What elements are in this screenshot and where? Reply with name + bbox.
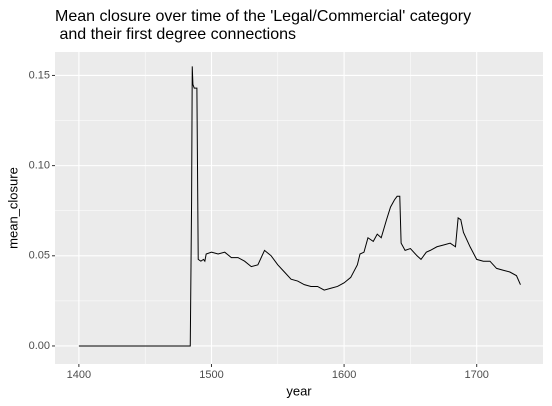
x-tick-label: 1600 [332,369,356,381]
y-axis-label: mean_closure [5,167,20,249]
panel [55,52,543,364]
chart-title: and their first degree connections [55,26,296,43]
y-tick-label: 0.00 [29,340,50,352]
x-tick-label: 1700 [464,369,488,381]
y-tick-label: 0.05 [29,250,50,262]
y-tick-label: 0.10 [29,160,50,172]
chart-title: Mean closure over time of the 'Legal/Com… [55,8,471,25]
x-axis-label: year [286,383,312,398]
line [78,66,521,347]
x-tick-label: 1500 [199,369,223,381]
y-tick-label: 0.15 [29,69,50,81]
x-tick-label: 1400 [67,369,91,381]
